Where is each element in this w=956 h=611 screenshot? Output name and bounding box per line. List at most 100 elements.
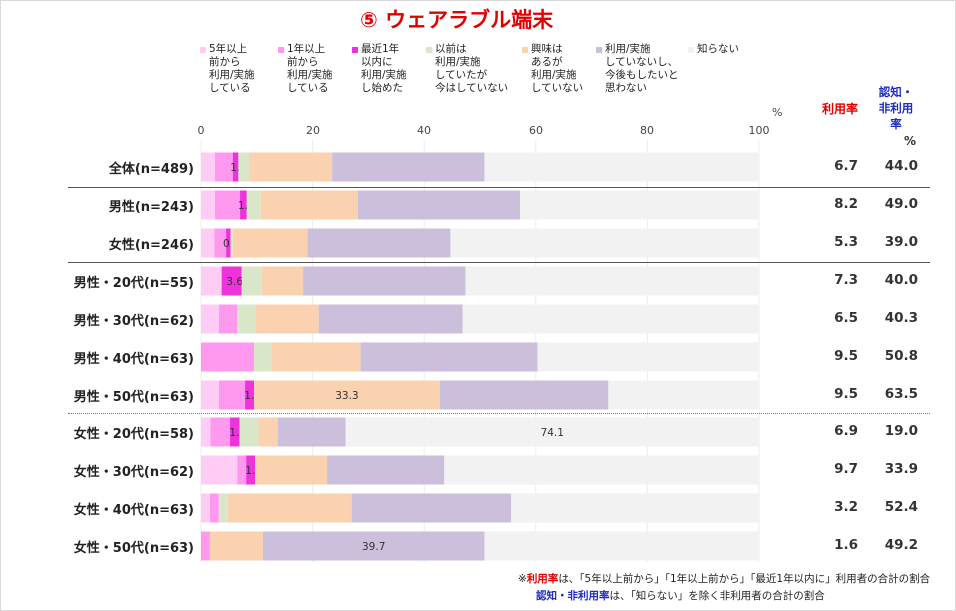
row-label-2: 女性(n=246) xyxy=(108,238,194,253)
row-label-4: 男性・30代(n=62) xyxy=(73,314,194,329)
bar-segment-r1-s0 xyxy=(201,190,215,220)
x-tick-0: 0 xyxy=(197,124,205,137)
axis-unit: % xyxy=(772,106,783,119)
footnote-aware-text: は、「知らない」を除く非利用者の合計の割合 xyxy=(609,590,825,602)
rate-value-5: 9.5 xyxy=(834,348,858,364)
bar-segment-r3-s3 xyxy=(241,266,262,296)
legend-swatch-0 xyxy=(200,47,206,53)
bar-segment-r5-s5 xyxy=(360,342,538,372)
rate-value-10: 1.6 xyxy=(834,537,858,553)
bar-segment-r5-s1 xyxy=(201,342,255,372)
aware-header-line-3: 率 xyxy=(890,117,902,131)
aware-value-6: 63.5 xyxy=(884,386,918,402)
bar-segment-r6-s1 xyxy=(218,380,246,410)
bar-segment-r8-s2 xyxy=(246,455,256,485)
bar-segment-r9-s3 xyxy=(218,493,228,523)
data-label-r10-s5: 39.7 xyxy=(362,541,385,553)
separator-solid-1 xyxy=(68,187,930,188)
x-tick-100: 100 xyxy=(748,124,770,137)
aware-value-9: 52.4 xyxy=(884,499,918,515)
rate-value-3: 7.3 xyxy=(834,272,858,288)
bar-segment-r8-s0 xyxy=(201,455,238,485)
bar-segment-r4-s4 xyxy=(255,304,319,334)
footnote-aware-term: 認知・非利用率 xyxy=(536,590,610,602)
row-label-9: 女性・40代(n=63) xyxy=(73,503,194,518)
row-label-3: 男性・20代(n=55) xyxy=(73,276,194,291)
bar-segment-r6-s6 xyxy=(608,380,759,410)
bar-segment-r1-s2 xyxy=(240,190,247,220)
bar-segment-r9-s4 xyxy=(227,493,352,523)
bar-segment-r3-s2 xyxy=(221,266,242,296)
bar-segment-r7-s2 xyxy=(230,417,240,447)
bar-segment-r2-s5 xyxy=(307,228,451,258)
data-label-r3-s2: 3.6 xyxy=(226,276,243,288)
aware-value-10: 49.2 xyxy=(884,537,918,553)
rate-column-header: 利用率 xyxy=(822,102,859,116)
footnote-rate: ※利用率は、「5年以上前から」「1年以上前から」「最近1年以内に」利用者の合計の… xyxy=(518,571,930,586)
aware-value-0: 44.0 xyxy=(884,158,918,174)
bar-segment-r0-s4 xyxy=(248,152,333,182)
bar-segment-r4-s5 xyxy=(318,304,463,334)
bar-segment-r1-s1 xyxy=(214,190,241,220)
legend-label-4: 興味は あるが 利用/実施 していない xyxy=(531,43,584,94)
bar-segment-r7-s1 xyxy=(210,417,231,447)
bar-segment-r10-s4 xyxy=(209,531,263,561)
separator-dotted xyxy=(68,413,930,414)
bar-segment-r1-s6 xyxy=(520,190,759,220)
bar-segment-r0-s1 xyxy=(214,152,233,182)
bar-segment-r7-s0 xyxy=(201,417,211,447)
aware-value-2: 39.0 xyxy=(884,234,918,250)
value-unit: % xyxy=(904,134,917,148)
row-label-1: 男性(n=243) xyxy=(108,200,194,215)
legend-swatch-3 xyxy=(426,47,432,53)
bar-segment-r9-s5 xyxy=(351,493,512,523)
aware-column-header: 認知・ 非利用 率 xyxy=(868,84,924,132)
row-label-8: 女性・30代(n=62) xyxy=(73,465,194,480)
bar-segment-r0-s6 xyxy=(484,152,759,182)
bar-segment-r10-s5 xyxy=(262,531,485,561)
bar-segment-r0-s5 xyxy=(332,152,485,182)
rate-value-7: 6.9 xyxy=(834,423,858,439)
aware-header-line-2: 非利用 xyxy=(878,101,914,115)
aware-value-3: 40.0 xyxy=(884,272,918,288)
footnote-rate-text: は、「5年以上前から」「1年以上前から」「最近1年以内に」利用者の合計の割合 xyxy=(558,573,931,585)
bar-segment-r0-s3 xyxy=(238,152,249,182)
rate-value-4: 6.5 xyxy=(834,310,858,326)
bar-segment-r6-s5 xyxy=(439,380,609,410)
aware-value-5: 50.8 xyxy=(884,348,918,364)
rate-value-8: 9.7 xyxy=(834,461,858,477)
bar-segment-r3-s5 xyxy=(303,266,466,296)
legend-label-0: 5年以上 前から 利用/実施 している xyxy=(209,43,255,94)
x-tick-80: 80 xyxy=(640,124,654,137)
bar-segment-r5-s4 xyxy=(271,342,361,372)
row-label-6: 男性・50代(n=63) xyxy=(73,390,194,405)
x-tick-60: 60 xyxy=(529,124,543,137)
bar-segment-r10-s6 xyxy=(484,531,759,561)
bar-segment-r3-s4 xyxy=(261,266,304,296)
data-label-r7-s6: 74.1 xyxy=(541,427,564,439)
bar-segment-r1-s3 xyxy=(246,190,261,220)
bar-segment-r7-s5 xyxy=(278,417,346,447)
bar-segment-r1-s4 xyxy=(260,190,358,220)
legend-label-6: 知らない xyxy=(697,43,739,55)
bar-segment-r9-s0 xyxy=(201,493,210,523)
bar-segment-r7-s4 xyxy=(258,417,278,447)
legend-swatch-1 xyxy=(278,47,284,53)
aware-value-7: 19.0 xyxy=(884,423,918,439)
legend-swatch-4 xyxy=(522,47,528,53)
row-label-5: 男性・40代(n=63) xyxy=(73,352,194,367)
legend-swatch-5 xyxy=(596,47,602,53)
bar-segment-r0-s2 xyxy=(232,152,239,182)
bar-segment-r1-s5 xyxy=(357,190,521,220)
bar-segment-r2-s2 xyxy=(226,228,231,258)
bar-segment-r8-s6 xyxy=(444,455,759,485)
rate-value-9: 3.2 xyxy=(834,499,858,515)
bar-segment-r4-s3 xyxy=(237,304,256,334)
row-label-7: 女性・20代(n=58) xyxy=(73,427,194,442)
bar-segment-r6-s0 xyxy=(201,380,219,410)
bar-segment-r8-s1 xyxy=(237,455,247,485)
legend-swatch-6 xyxy=(688,47,694,53)
bar-segment-r2-s3 xyxy=(230,228,233,258)
bar-segment-r8-s4 xyxy=(255,455,328,485)
separator-solid-2 xyxy=(68,262,930,263)
